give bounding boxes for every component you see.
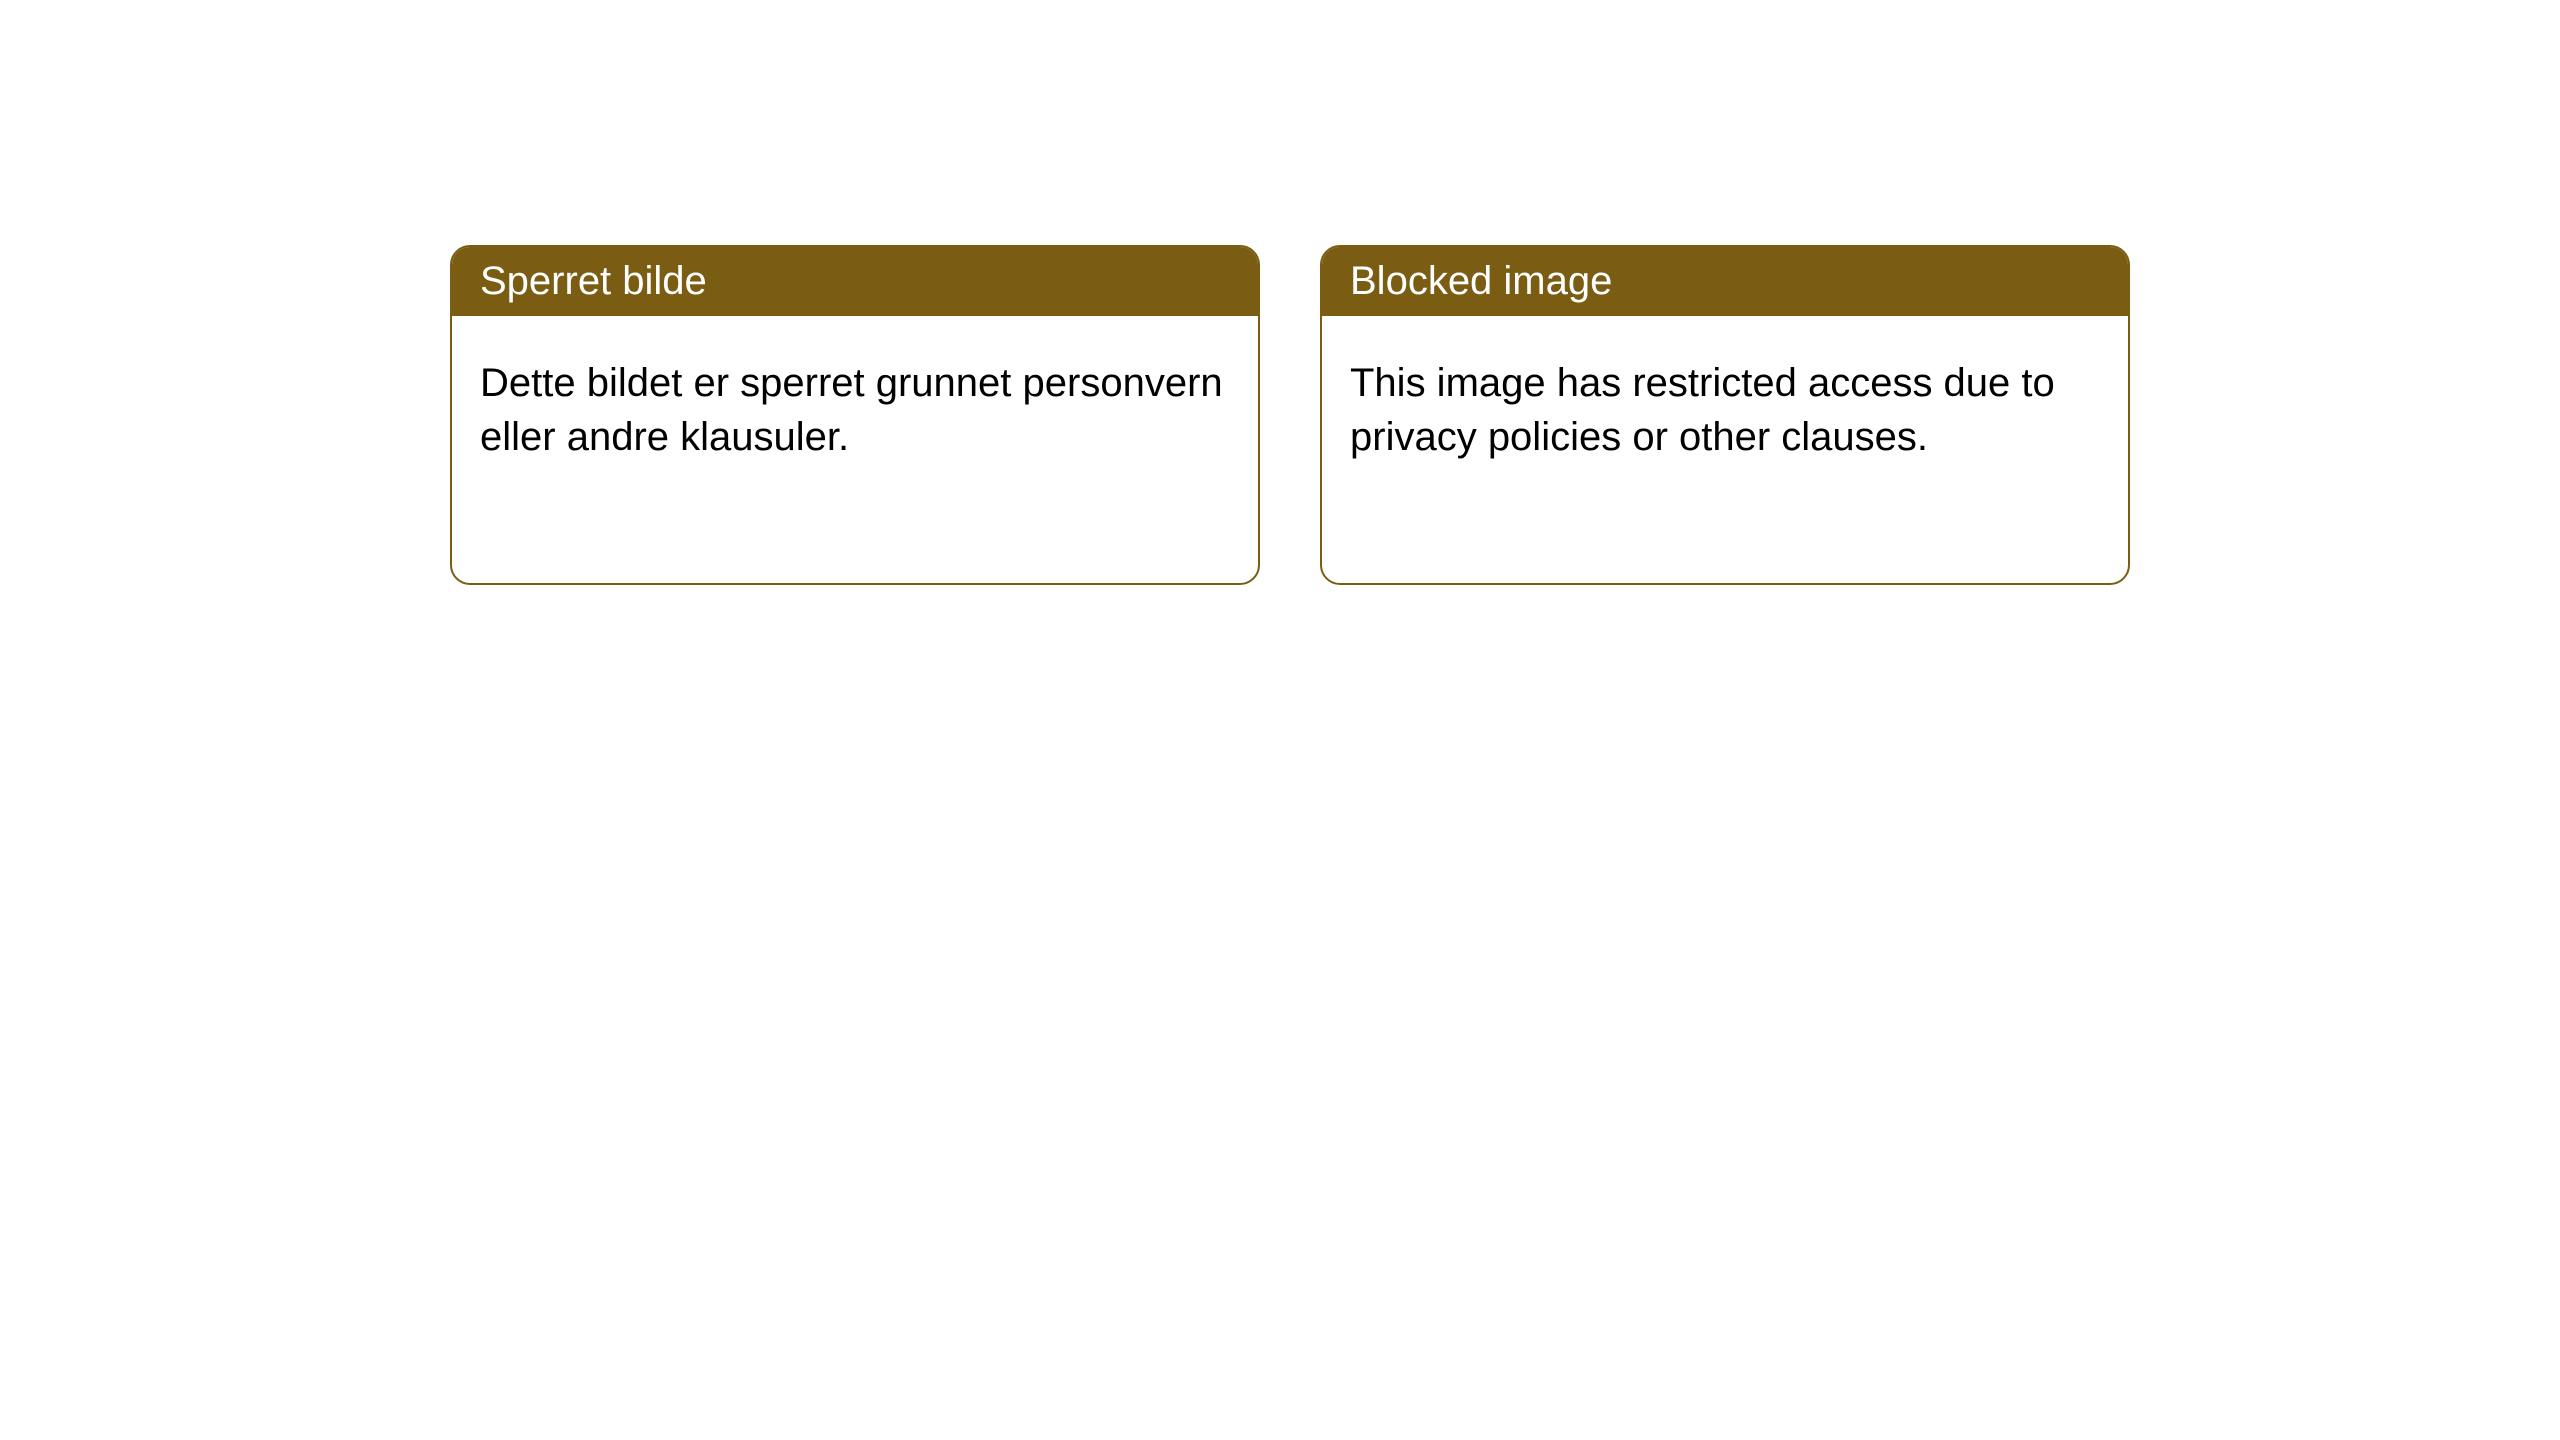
card-body-text: This image has restricted access due to … xyxy=(1350,361,2055,459)
card-header: Sperret bilde xyxy=(452,247,1258,316)
card-title: Blocked image xyxy=(1350,259,1612,303)
notice-card-norwegian: Sperret bilde Dette bildet er sperret gr… xyxy=(450,245,1260,585)
notice-cards-container: Sperret bilde Dette bildet er sperret gr… xyxy=(450,245,2130,585)
card-title: Sperret bilde xyxy=(480,259,707,303)
card-header: Blocked image xyxy=(1322,247,2128,316)
card-body-text: Dette bildet er sperret grunnet personve… xyxy=(480,361,1223,459)
card-body: Dette bildet er sperret grunnet personve… xyxy=(452,316,1258,504)
notice-card-english: Blocked image This image has restricted … xyxy=(1320,245,2130,585)
card-body: This image has restricted access due to … xyxy=(1322,316,2128,504)
